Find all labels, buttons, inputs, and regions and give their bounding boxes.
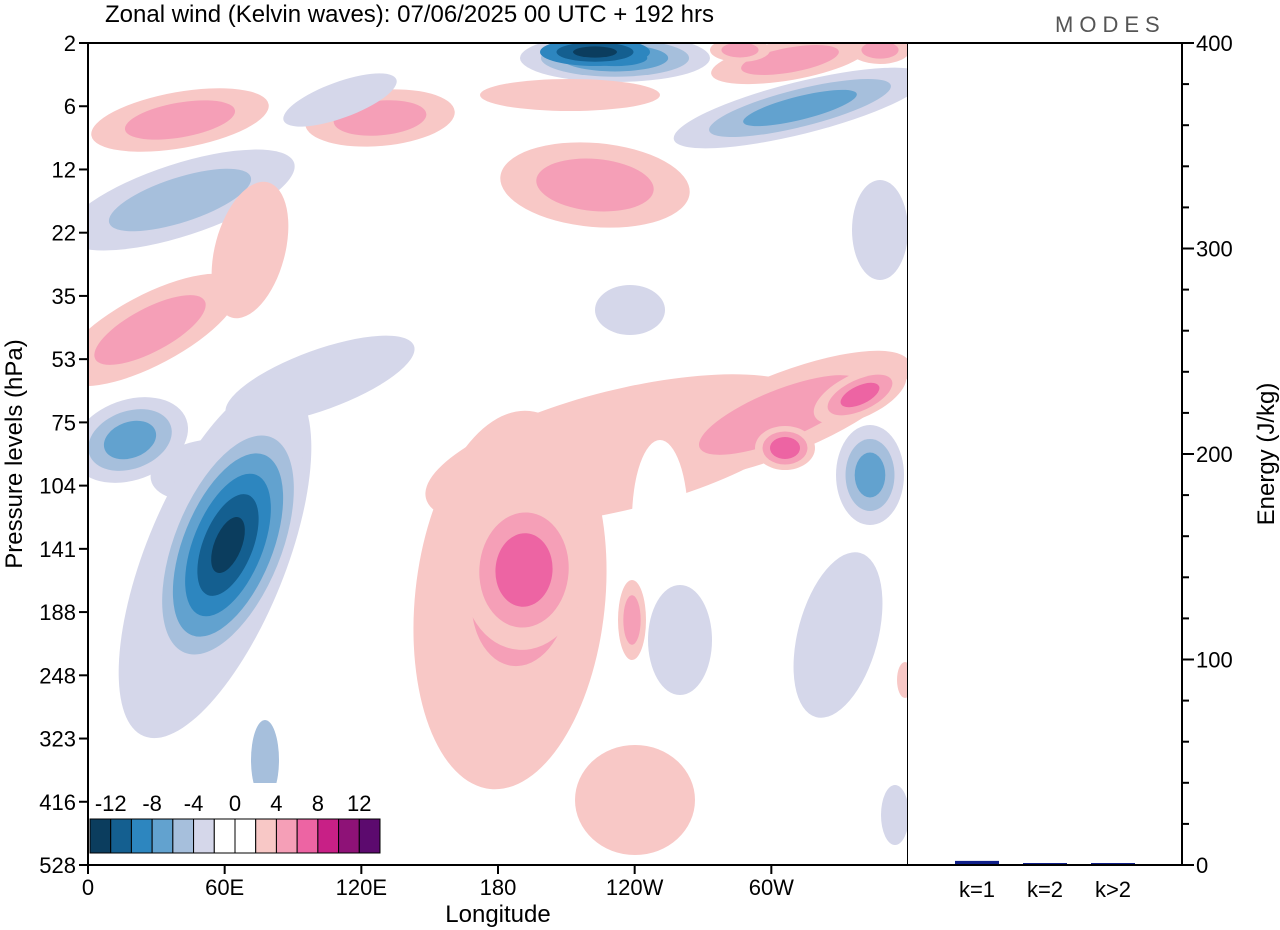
contour-fill [283, 73, 397, 127]
energy-category-label: k>2 [1095, 877, 1131, 902]
y-tick-label: 248 [39, 663, 76, 688]
y-tick-label: 2 [64, 31, 76, 56]
contour-fill [211, 181, 289, 319]
y-tick-label: 12 [52, 157, 76, 182]
contour-fill [741, 45, 839, 75]
y-tick-label: 416 [39, 790, 76, 815]
y-tick-label: 188 [39, 600, 76, 625]
colorbar-swatch [151, 818, 174, 854]
energy-tick-label: 200 [1196, 442, 1233, 467]
chart-title: Zonal wind (Kelvin waves): 07/06/2025 00… [105, 1, 714, 28]
colorbar-swatch [358, 818, 381, 854]
y-tick-label: 323 [39, 727, 76, 752]
y-tick-label: 35 [52, 284, 76, 309]
colorbar-tick-label: -4 [184, 791, 204, 816]
x-axis-label: Longitude [445, 901, 550, 928]
contour-fill [854, 452, 886, 498]
y-tick-label: 53 [52, 347, 76, 372]
y-tick-label: 104 [39, 474, 76, 499]
longitude-axis: 0 60E 120E 180 120W 60W [82, 865, 794, 900]
contour-fill [861, 43, 899, 59]
contour-fill [251, 720, 279, 800]
y-tick-label: 6 [64, 94, 76, 119]
contour-fill [211, 516, 245, 574]
colorbar-swatch [338, 818, 360, 854]
colorbar-tick-label: -8 [142, 791, 162, 816]
brand-logo: MODES [1055, 12, 1166, 37]
contour-fill [103, 420, 157, 460]
contour-fill [770, 437, 800, 459]
energy-plot-area [908, 43, 1182, 865]
contour-fill [881, 785, 908, 845]
colorbar-swatch [234, 818, 257, 854]
colorbar-swatch [110, 818, 132, 854]
x-tick-label: 0 [82, 875, 94, 900]
y-axis-label: Pressure levels (hPa) [1, 339, 28, 568]
contour-fill [536, 158, 654, 212]
y-tick-label: 75 [52, 410, 76, 435]
contour-fill [840, 382, 880, 408]
pressure-axis: 2 6 12 22 35 53 75 104 141 188 248 323 416 528 [39, 31, 88, 878]
contour-fill [721, 43, 759, 58]
colorbar-swatch [89, 818, 112, 854]
y-tick-label: 528 [39, 853, 76, 878]
colorbar-tick-label: 8 [312, 791, 324, 816]
contour-fill [648, 585, 712, 695]
wind-contours [88, 43, 908, 855]
contour-fill [897, 662, 908, 698]
colorbar-swatch [130, 818, 153, 854]
contour-fill [698, 375, 862, 455]
x-tick-label: 60E [205, 875, 244, 900]
contour-fill [632, 440, 688, 600]
x-tick-label: 60W [749, 875, 794, 900]
contour-fill [595, 285, 665, 335]
colorbar-swatch [275, 818, 298, 854]
contour-fill [495, 533, 553, 607]
colorbar-tick-label: 4 [270, 791, 282, 816]
contour-fill [108, 168, 252, 232]
wind-panel: -12 -8 -4 0 4 8 12 2 6 12 22 35 53 75 104 141 188 248 323… [1, 31, 909, 928]
energy-bar [955, 860, 999, 865]
colorbar-swatch [317, 818, 340, 854]
energy-tick-label: 300 [1196, 237, 1233, 262]
energy-axis: 0 100 200 300 400 [1182, 31, 1233, 878]
contour-fill [743, 89, 857, 127]
contour-fill [480, 79, 660, 111]
energy-tick-label: 400 [1196, 31, 1233, 56]
energy-category-label: k=1 [959, 877, 995, 902]
contour-fill [124, 100, 236, 140]
x-tick-label: 120E [336, 875, 387, 900]
energy-axis-label: Energy (J/kg) [1253, 383, 1280, 526]
colorbar-swatch [172, 818, 195, 854]
y-tick-label: 141 [39, 537, 76, 562]
colorbar-swatch [296, 818, 319, 854]
energy-category-label: k=2 [1027, 877, 1063, 902]
x-tick-label: 180 [480, 875, 517, 900]
energy-tick-label: 0 [1196, 853, 1208, 878]
y-tick-label: 22 [52, 221, 76, 246]
colorbar: -12 -8 -4 0 4 8 12 [86, 783, 384, 857]
energy-tick-label: 100 [1196, 648, 1233, 673]
x-tick-label: 120W [606, 875, 664, 900]
colorbar-tick-label: 0 [229, 791, 241, 816]
colorbar-tick-label: 12 [347, 791, 371, 816]
colorbar-swatch [213, 818, 236, 854]
contour-fill [852, 180, 908, 280]
contour-fill [793, 552, 883, 718]
energy-panel: 0 100 200 300 400 k=1 k=2 k>2 Energy (J/kg) [908, 31, 1280, 902]
contour-fill [94, 295, 206, 365]
colorbar-tick-label: -12 [95, 791, 127, 816]
colorbar-swatch [255, 818, 277, 854]
contour-fill [623, 595, 641, 645]
contour-fill [573, 46, 617, 58]
contour-fill [575, 745, 695, 855]
colorbar-swatch [193, 818, 215, 854]
